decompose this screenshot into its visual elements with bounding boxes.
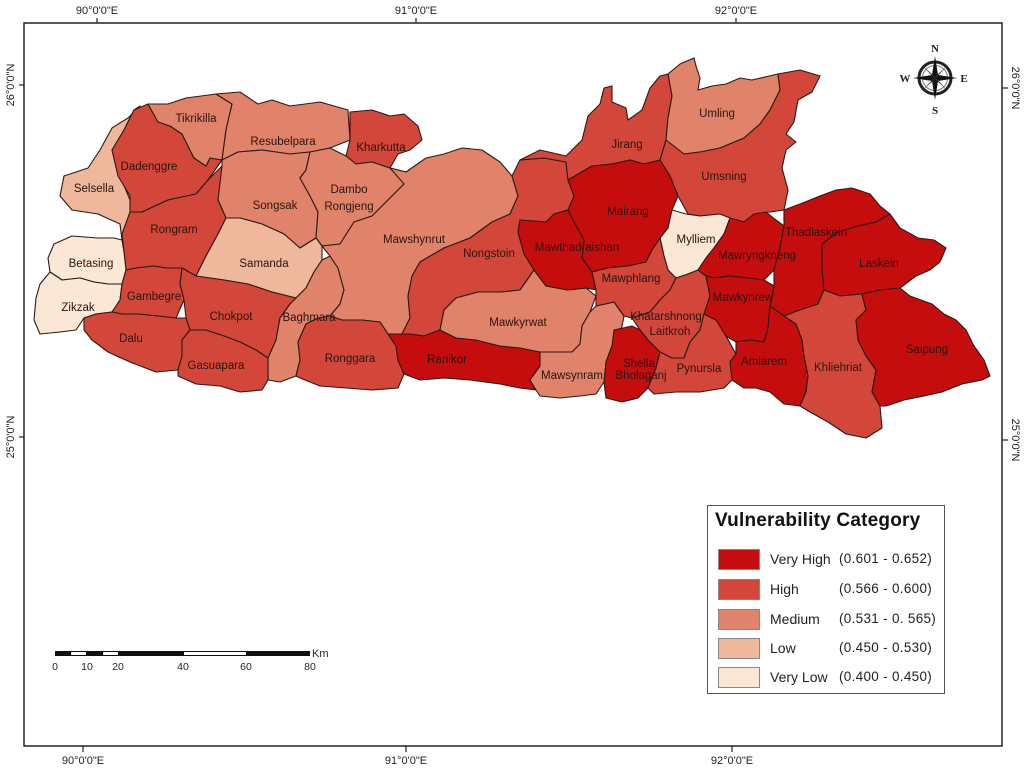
label-nongstoin: Nongstoin — [463, 248, 515, 260]
label-khliehriat: Khliehriat — [814, 362, 863, 374]
label-amlarem: Amlarem — [741, 356, 787, 368]
legend-swatch-very-high — [718, 548, 760, 570]
legend-swatch-very-low — [718, 666, 760, 688]
label-umling: Umling — [699, 108, 735, 120]
district-saipung[interactable] — [855, 287, 991, 407]
scale-bar: Km 0 10 20 40 60 80 — [52, 648, 328, 673]
district-tikrikilla[interactable] — [147, 93, 233, 167]
compass-rose-icon: N S E W — [900, 43, 968, 117]
label-dadenggre: Dadenggre — [121, 161, 178, 173]
legend-range: (0.531 - 0. 565) — [839, 611, 937, 626]
map-frame — [23, 22, 1003, 747]
legend-label: Very Low — [770, 669, 828, 685]
label-thadlaskein: Thadlaskein — [785, 227, 847, 239]
label-saipung: Saipung — [906, 344, 948, 356]
scale-tick-0: 0 — [52, 661, 58, 673]
district-mawkynrew[interactable] — [703, 275, 775, 343]
legend-swatch-low — [718, 637, 760, 659]
label-ronggara: Ronggara — [325, 353, 376, 365]
label-rongjeng: Rongjeng — [324, 201, 373, 213]
label-kharkutta: Kharkutta — [356, 142, 406, 154]
top-lon-label-91: 91°0'0"E — [395, 5, 437, 17]
bottom-lon-label-92: 92°0'0"E — [711, 755, 753, 767]
legend-swatch-medium — [718, 608, 760, 630]
scale-tick-60: 60 — [240, 661, 252, 673]
label-jirang: Jirang — [611, 139, 642, 151]
compass-w: W — [900, 73, 911, 85]
label-tikrikilla: Tikrikilla — [175, 113, 217, 125]
scale-unit: Km — [312, 648, 329, 660]
label-khatarshnong: Khatarshnong — [630, 311, 702, 323]
legend: Vulnerability Category Very High (0.601 … — [707, 505, 945, 694]
label-bholaganj: Bholaganj — [615, 370, 666, 382]
label-songsak: Songsak — [253, 200, 298, 212]
bottom-lon-label-90: 90°0'0"E — [62, 755, 104, 767]
label-laskein: Laskein — [859, 258, 899, 270]
label-baghmara: Baghmara — [282, 312, 336, 324]
district-kharkutta[interactable] — [345, 109, 423, 169]
scale-tick-40: 40 — [177, 661, 189, 673]
legend-item-low: Low (0.450 - 0.530) — [718, 637, 932, 659]
label-zikzak: Zikzak — [61, 302, 94, 314]
label-mairang: Mairang — [607, 206, 649, 218]
label-mylliem: Mylliem — [677, 234, 716, 246]
scale-tick-20: 20 — [112, 661, 124, 673]
legend-item-medium: Medium (0.531 - 0. 565) — [718, 608, 936, 630]
legend-item-very-low: Very Low (0.400 - 0.450) — [718, 666, 932, 688]
legend-label: Medium — [770, 611, 820, 627]
top-lon-label-92: 92°0'0"E — [715, 5, 757, 17]
label-mawphlang: Mawphlang — [602, 273, 661, 285]
label-dalu: Dalu — [119, 333, 143, 345]
label-mawryngkneng: Mawryngkneng — [718, 250, 796, 262]
legend-range: (0.601 - 0.652) — [839, 551, 933, 566]
label-mawkyrwat: Mawkyrwat — [489, 317, 547, 329]
legend-item-very-high: Very High (0.601 - 0.652) — [718, 548, 932, 570]
label-samanda: Samanda — [239, 258, 289, 270]
label-resubelpara: Resubelpara — [250, 136, 316, 148]
legend-range: (0.450 - 0.530) — [839, 640, 933, 655]
compass-n: N — [931, 43, 939, 55]
label-pynursla: Pynursla — [677, 363, 722, 375]
label-gambegre: Gambegre — [127, 291, 181, 303]
label-gasuapara: Gasuapara — [188, 360, 246, 372]
compass-e: E — [960, 73, 967, 85]
district-shella-bholaganj[interactable] — [603, 325, 661, 403]
label-mawshynrut: Mawshynrut — [383, 234, 446, 246]
label-betasing: Betasing — [69, 258, 114, 270]
bottom-lon-label-91: 91°0'0"E — [385, 755, 427, 767]
legend-swatch-high — [718, 578, 760, 600]
district-gasuapara[interactable] — [177, 329, 269, 393]
legend-title: Vulnerability Category — [715, 510, 921, 531]
label-chokpot: Chokpot — [210, 311, 254, 323]
label-selsella: Selsella — [74, 183, 115, 195]
label-umsning: Umsning — [701, 171, 746, 183]
compass-s: S — [932, 105, 938, 117]
legend-range: (0.400 - 0.450) — [839, 669, 933, 684]
graticule-ticks — [19, 18, 1008, 752]
left-lat-label-26: 26°0'0"N — [5, 64, 17, 107]
label-mawsynram: Mawsynram — [541, 370, 603, 382]
legend-item-high: High (0.566 - 0.600) — [718, 578, 932, 600]
right-lat-label-25: 25°0'0"N — [1009, 419, 1021, 462]
scale-tick-80: 80 — [304, 661, 316, 673]
top-lon-label-90: 90°0'0"E — [76, 5, 118, 17]
district-laskein[interactable] — [821, 213, 947, 297]
label-mawthadraishan: Mawthadraishan — [535, 242, 619, 254]
label-ranikor: Ranikor — [427, 354, 467, 366]
scale-tick-10: 10 — [81, 661, 93, 673]
left-lat-label-25: 25°0'0"N — [5, 416, 17, 459]
label-rongram: Rongram — [150, 224, 197, 236]
legend-label: Very High — [770, 551, 831, 567]
legend-label: Low — [770, 640, 796, 656]
right-lat-label-26: 26°0'0"N — [1009, 67, 1021, 110]
label-dambo: Dambo — [330, 184, 367, 196]
label-mawkynrew: Mawkynrew — [713, 292, 774, 304]
label-laitkroh: Laitkroh — [650, 326, 691, 338]
legend-label: High — [770, 581, 799, 597]
legend-range: (0.566 - 0.600) — [839, 581, 933, 596]
label-shella: Shella — [623, 358, 656, 370]
